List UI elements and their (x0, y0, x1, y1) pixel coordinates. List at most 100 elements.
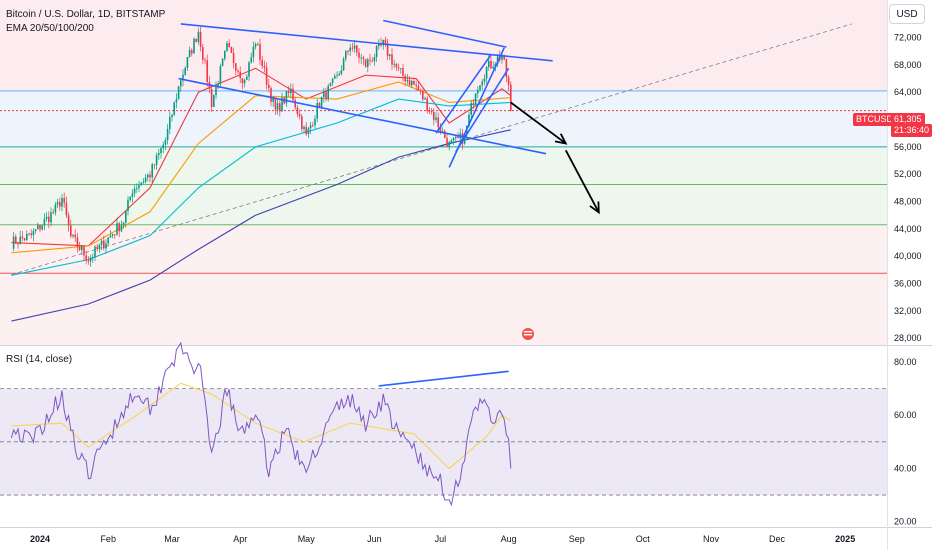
time-tick-label: Mar (164, 534, 180, 544)
candle-body (41, 225, 43, 230)
candle-body (235, 63, 237, 71)
ema-legend[interactable]: EMA 20/50/100/200 (6, 23, 94, 34)
time-tick-label: Oct (636, 534, 651, 544)
candle-body (386, 43, 389, 56)
candle-body (197, 31, 200, 42)
candle-body (373, 56, 376, 61)
candle-body (153, 164, 156, 166)
candle-body (272, 98, 274, 102)
event-marker-stripe (524, 334, 532, 336)
candle-body (292, 88, 294, 101)
candle-body (257, 44, 259, 45)
time-tick-label: Jul (435, 534, 447, 544)
candle-body (136, 188, 138, 189)
time-tick-label: Jun (367, 534, 382, 544)
rsi-legend[interactable]: RSI (14, close) (6, 354, 73, 365)
candle-body (448, 142, 450, 147)
time-tick-label: Apr (233, 534, 247, 544)
candle-body (151, 164, 153, 178)
candle-body (180, 80, 182, 87)
candle-body (217, 83, 219, 86)
candle-body (34, 229, 37, 232)
ema-line-0 (11, 67, 512, 247)
candle-body (510, 84, 512, 111)
candle-body (428, 110, 431, 112)
candle-body (342, 58, 345, 71)
candle-body (331, 78, 334, 84)
projection-arrowhead (554, 133, 568, 145)
rsi-ma-line (11, 382, 512, 470)
candle-body (259, 44, 261, 60)
candle-body (103, 240, 105, 249)
candle-body (67, 215, 70, 226)
candle-body (237, 70, 239, 72)
candle-body (268, 84, 270, 89)
candle-body (415, 84, 417, 87)
candle-body (164, 139, 167, 145)
time-tick-label: Dec (769, 534, 786, 544)
candle-body (191, 50, 193, 54)
candle-body (96, 246, 98, 250)
candle-body (307, 128, 310, 135)
candle-body (195, 38, 197, 42)
candle-body (230, 46, 233, 53)
candle-body (224, 50, 226, 59)
candle-body (100, 240, 103, 245)
candle-body (263, 65, 266, 68)
candle-body (481, 81, 483, 86)
candle-body (54, 204, 57, 213)
candle-body (23, 238, 26, 241)
candle-body (19, 236, 21, 244)
candle-body (351, 47, 354, 49)
candle-body (411, 81, 413, 86)
candle-body (444, 130, 446, 138)
candle-body (340, 70, 343, 74)
candle-body (503, 55, 505, 60)
candle-body (232, 52, 235, 64)
candle-body (435, 117, 437, 120)
candle-body (15, 236, 17, 244)
price-tick-label: 72,000 (894, 33, 922, 43)
candle-body (50, 212, 52, 223)
candle-body (59, 202, 61, 207)
candle-body (505, 59, 508, 78)
candle-body (364, 59, 367, 67)
candle-body (419, 90, 422, 92)
candle-body (391, 54, 393, 65)
currency-button[interactable]: USD (889, 4, 925, 24)
candle-body (125, 210, 127, 223)
candle-body (261, 59, 263, 66)
candle-body (325, 91, 327, 100)
price-tick-label: 48,000 (894, 197, 922, 207)
candle-body (26, 234, 28, 241)
candles (12, 26, 512, 267)
candle-body (17, 243, 19, 245)
projection-arrowhead (589, 201, 600, 215)
price-tick-label: 68,000 (894, 60, 922, 70)
candle-body (301, 116, 303, 130)
candle-body (171, 114, 173, 118)
candle-body (118, 223, 120, 232)
candle-body (221, 58, 224, 67)
price-tick-label: 28,000 (894, 333, 922, 343)
candle-body (395, 63, 398, 68)
candle-body (417, 86, 420, 91)
rsi-tick-label: 20.00 (894, 517, 917, 527)
price-tick-label: 56,000 (894, 142, 922, 152)
candle-body (303, 126, 305, 130)
candle-body (402, 68, 404, 76)
candle-body (369, 59, 371, 61)
candle-body (12, 236, 15, 249)
candle-body (241, 78, 244, 84)
candle-body (446, 137, 448, 147)
candle-body (243, 79, 246, 84)
rsi-tick-label: 40.00 (894, 463, 917, 473)
candle-body (158, 153, 160, 156)
candle-body (323, 91, 325, 98)
candle-body (239, 71, 241, 79)
time-tick-label: 2024 (30, 534, 50, 544)
candle-body (252, 46, 255, 58)
price-zone (0, 146, 887, 225)
candle-body (138, 185, 140, 189)
